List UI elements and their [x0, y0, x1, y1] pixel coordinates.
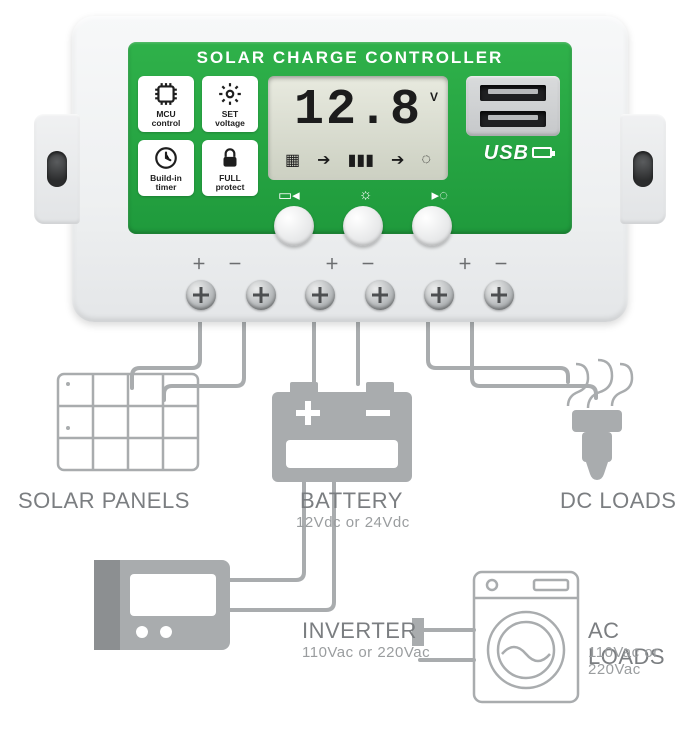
screw-6[interactable] — [484, 280, 514, 310]
load-plus: ＋ — [458, 254, 472, 274]
usb-port-1[interactable] — [480, 85, 546, 101]
feature-protect-label2: protect — [216, 182, 245, 192]
lcd-bulb-icon: ◌ — [421, 151, 431, 169]
dc-load-icon — [568, 360, 632, 480]
controller-body: SOLAR CHARGE CONTROLLER MCUcontrol SETvo… — [72, 16, 628, 322]
batt-minus: － — [361, 254, 375, 274]
battery-icon — [272, 382, 412, 482]
feature-setv-label2: voltage — [215, 118, 245, 128]
lcd-flow-row: ▦ ➔ ▮▮▮ ➔ ◌ — [268, 150, 448, 170]
label-solar-panels: SOLAR PANELS — [18, 488, 190, 514]
usb-label: USB — [484, 142, 552, 165]
button-right[interactable] — [412, 206, 452, 246]
chip-icon — [153, 81, 179, 107]
label-inverter: INVERTER — [302, 618, 417, 644]
arrow-icon: ➔ — [317, 150, 330, 170]
mount-ear-right — [620, 114, 666, 224]
feature-timer: Build-intimer — [138, 140, 194, 196]
screw-3[interactable] — [305, 280, 335, 310]
panel-title: SOLAR CHARGE CONTROLLER — [128, 48, 572, 68]
screw-terminals — [186, 280, 514, 310]
front-panel: SOLAR CHARGE CONTROLLER MCUcontrol SETvo… — [128, 42, 572, 234]
gear-icon — [217, 81, 243, 107]
label-battery: BATTERY — [300, 488, 403, 514]
feature-mcu: MCUcontrol — [138, 76, 194, 132]
label-battery-sub: 12Vdc or 24Vdc — [296, 514, 410, 531]
mount-ear-left — [34, 114, 80, 224]
button-icons: ▭◂ ☼ ▸◌ — [278, 186, 448, 204]
lcd-display: 12.8 V ▦ ➔ ▮▮▮ ➔ ◌ — [268, 76, 448, 180]
feature-mcu-label2: control — [152, 118, 181, 128]
screw-5[interactable] — [424, 280, 454, 310]
arrow-icon: ➔ — [391, 150, 404, 170]
label-inverter-sub: 110Vac or 220Vac — [302, 644, 430, 661]
clock-icon — [153, 145, 179, 171]
usb-port-2[interactable] — [480, 111, 546, 127]
screw-4[interactable] — [365, 280, 395, 310]
ac-load-icon — [474, 572, 578, 702]
diagram-canvas: .w { fill:none; stroke:#a9acae; stroke-w… — [0, 0, 700, 755]
terminal-labels: ＋ － ＋ － ＋ － — [192, 254, 508, 274]
feature-set-voltage: SETvoltage — [202, 76, 258, 132]
lcd-unit: V — [430, 90, 438, 104]
button-mid[interactable] — [343, 206, 383, 246]
solar-plus: ＋ — [192, 254, 206, 274]
screw-1[interactable] — [186, 280, 216, 310]
control-buttons — [274, 206, 452, 246]
button-left[interactable] — [274, 206, 314, 246]
usb-block — [466, 76, 560, 136]
btn-icon-right: ▸◌ — [432, 186, 448, 204]
load-minus: － — [494, 254, 508, 274]
btn-icon-left: ▭◂ — [278, 186, 300, 204]
feature-grid: MCUcontrol SETvoltage Build-intimer FULL… — [138, 76, 258, 196]
lcd-panel-icon: ▦ — [285, 150, 300, 170]
batt-plus: ＋ — [325, 254, 339, 274]
label-dc-loads: DC LOADS — [560, 488, 676, 514]
inverter-icon — [94, 560, 230, 650]
lock-icon — [217, 145, 243, 171]
label-ac-loads-sub: 110Vac or 220Vac — [588, 644, 700, 678]
solar-minus: － — [228, 254, 242, 274]
solar-panel-icon — [58, 374, 198, 470]
lcd-battery-icon: ▮▮▮ — [348, 150, 374, 170]
screw-2[interactable] — [246, 280, 276, 310]
feature-protect: FULLprotect — [202, 140, 258, 196]
btn-icon-mid: ☼ — [359, 186, 373, 204]
lcd-value: 12.8 — [268, 82, 448, 139]
feature-timer-label2: timer — [156, 182, 177, 192]
